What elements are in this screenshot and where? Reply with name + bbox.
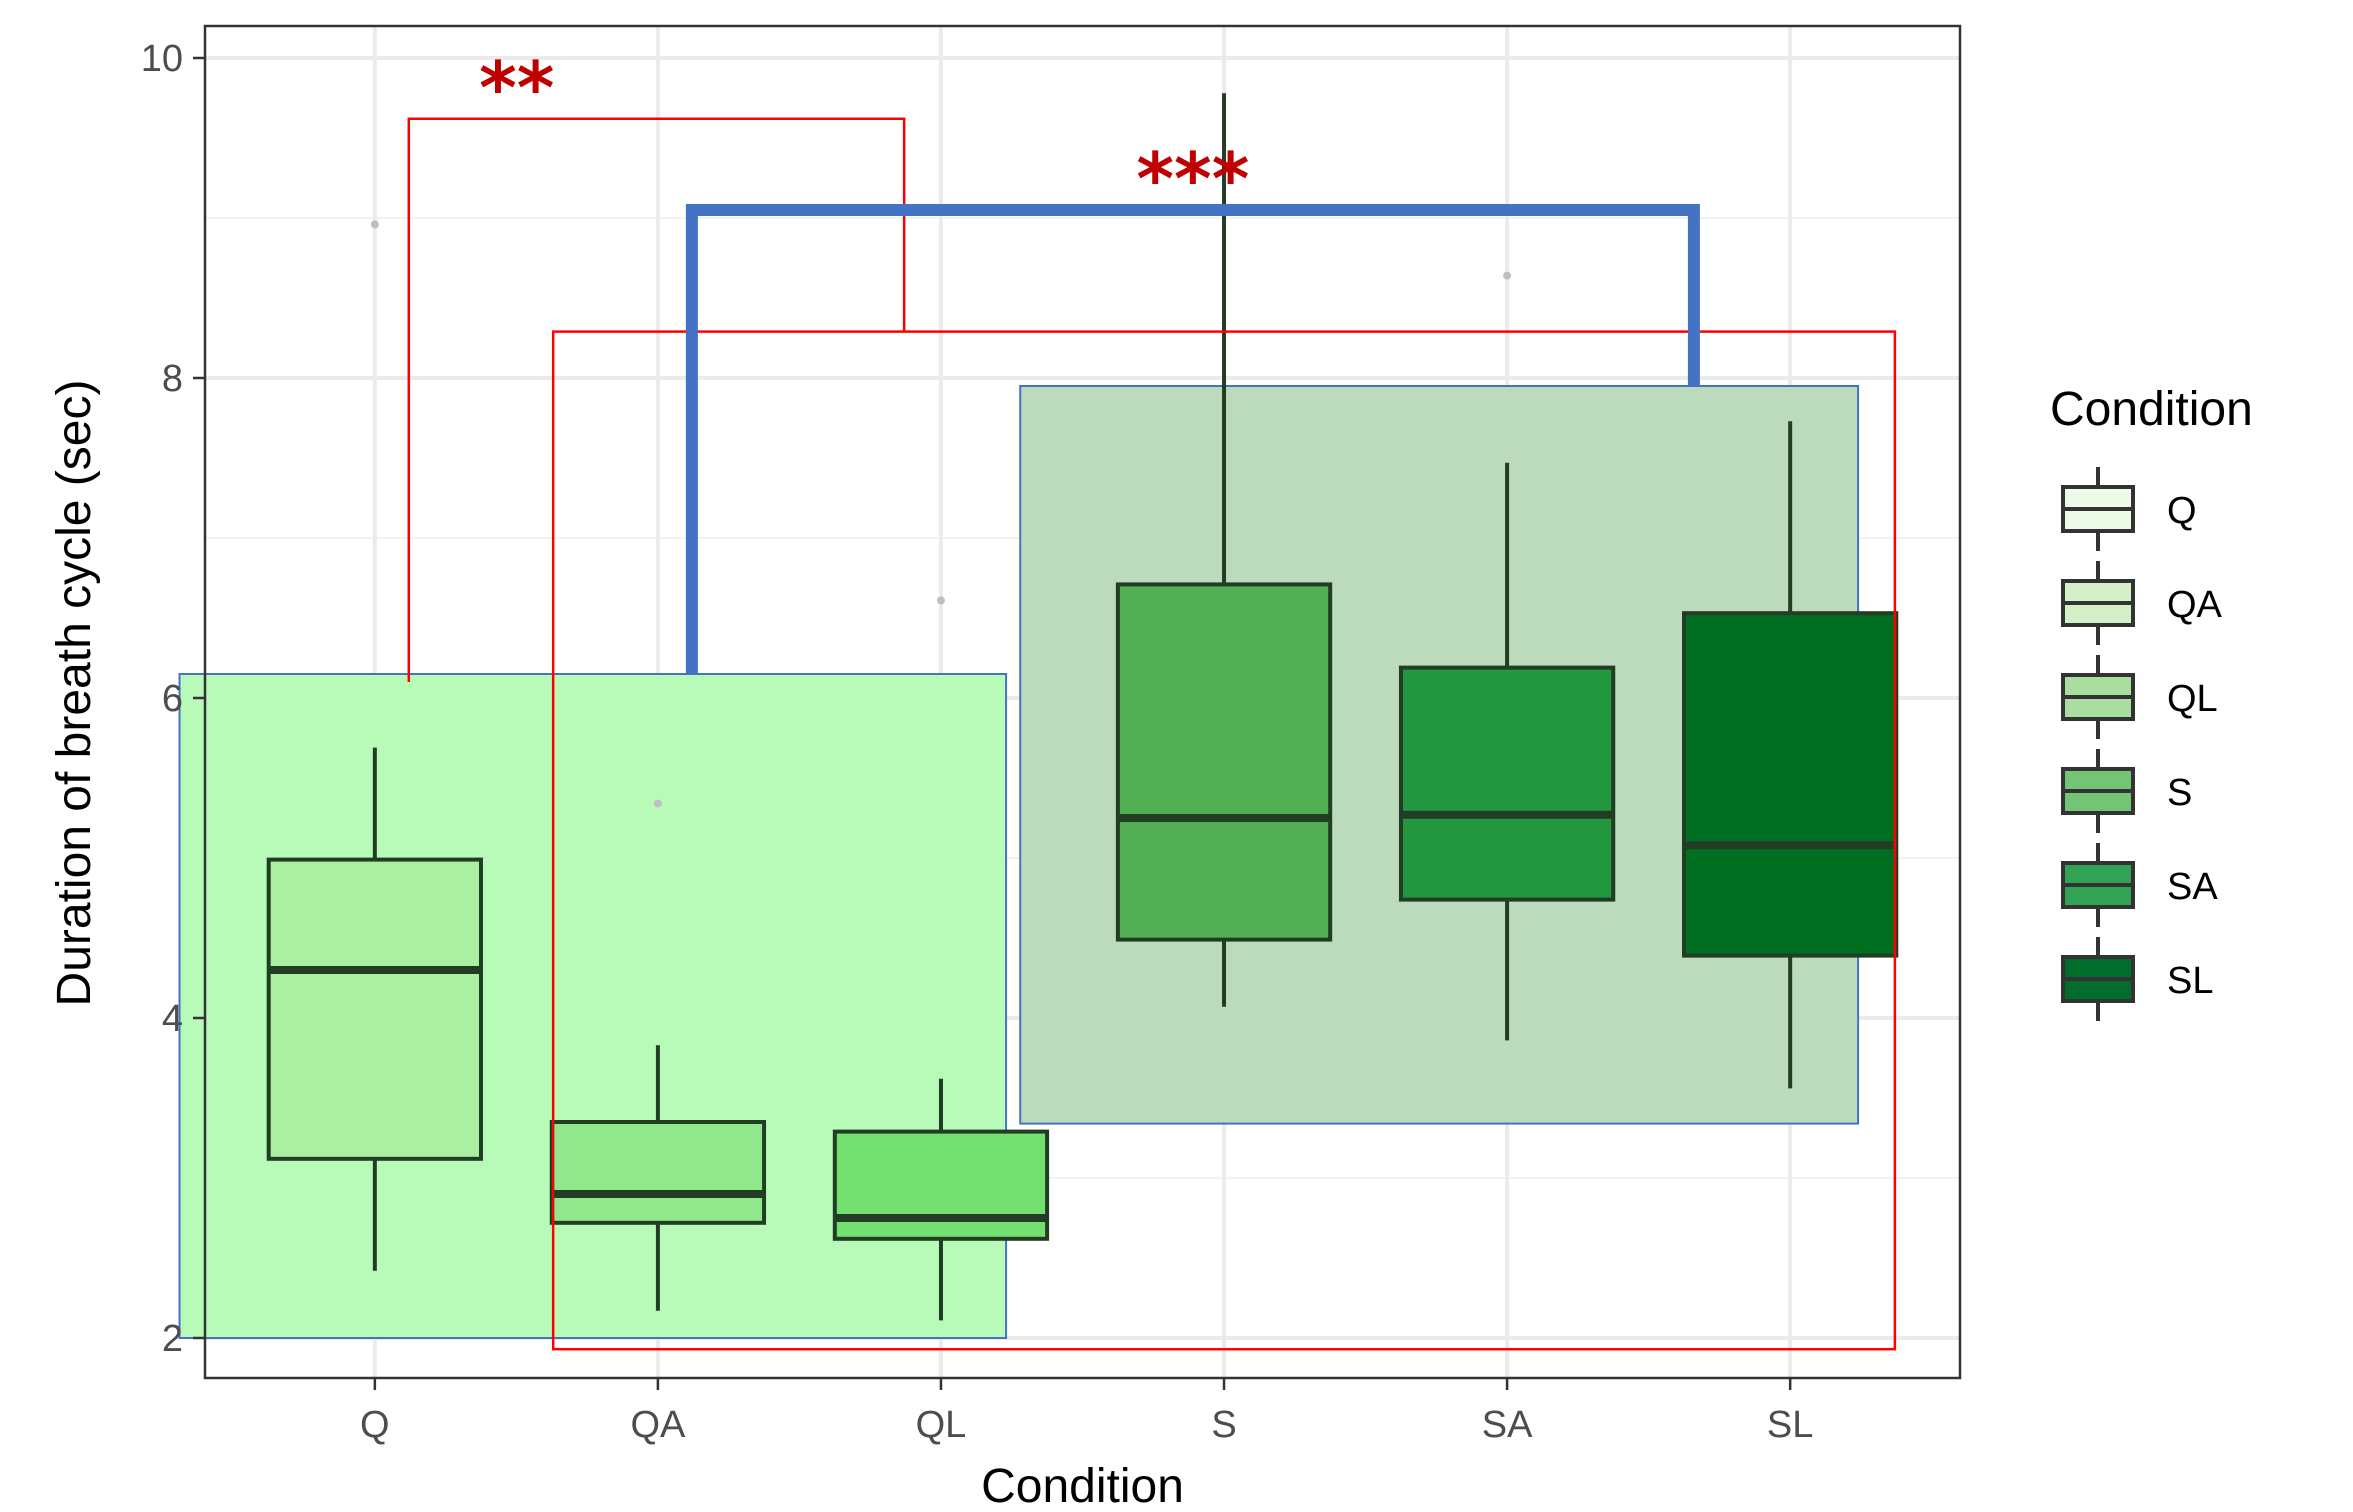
box-S	[1115, 93, 1333, 1007]
legend-item-SA: SA	[2061, 843, 2218, 927]
legend-item-Q: Q	[2061, 467, 2197, 551]
legend-label: Q	[2167, 490, 2197, 532]
legend-item-SL: SL	[2061, 937, 2213, 1021]
box-body	[266, 857, 483, 1161]
x-tick-label: SA	[1482, 1404, 1533, 1446]
box-SA	[1398, 271, 1616, 1041]
legend-item-QL: QL	[2061, 655, 2218, 739]
x-tick-label: S	[1211, 1404, 1236, 1446]
x-tick-label: QL	[916, 1404, 967, 1446]
box-SL	[1682, 421, 1899, 1089]
x-tick-label: QA	[630, 1404, 686, 1446]
legend-label: SL	[2167, 960, 2213, 1002]
y-tick-label: 8	[162, 358, 183, 400]
region-red-group	[551, 330, 1897, 1351]
y-tick-label: 2	[162, 1318, 183, 1360]
legend-label: S	[2167, 772, 2192, 814]
axes: 2 4 6 8 10 Q QA QL S SA SL Condition Duration of bre…	[48, 24, 1962, 1512]
legend-item-S: S	[2061, 749, 2192, 833]
x-axis-title: Condition	[981, 1460, 1184, 1512]
legend-label: QL	[2167, 678, 2218, 720]
outlier-point	[1503, 271, 1512, 280]
y-tick-label: 4	[162, 998, 183, 1040]
bracket-blue	[685, 204, 1700, 674]
box-body	[1398, 665, 1616, 902]
legend-label: QA	[2167, 584, 2223, 626]
legend-label: SA	[2167, 866, 2218, 908]
x-tick-label: SL	[1767, 1404, 1813, 1446]
y-tick-label: 6	[162, 678, 183, 720]
x-tick-label: Q	[360, 1404, 390, 1446]
box-body	[1115, 582, 1333, 942]
box-body	[549, 1120, 767, 1225]
bracket-red-significance-label: **	[479, 46, 554, 130]
box-Q	[266, 220, 483, 1271]
outlier-point	[653, 799, 662, 808]
y-axis-title: Duration of breath cycle (sec)	[48, 380, 101, 1007]
bracket-blue-significance-label: ***	[1136, 137, 1249, 221]
panel-border	[203, 24, 1962, 1380]
outlier-point	[370, 220, 379, 229]
legend-item-QA: QA	[2061, 561, 2223, 645]
legend-title: Condition	[2050, 383, 2253, 436]
box-body	[1682, 611, 1899, 958]
box-QA	[549, 799, 767, 1311]
legend: Condition Q QA QL S SA SL	[2050, 383, 2253, 1021]
boxplots	[266, 93, 1899, 1321]
box-body	[832, 1129, 1050, 1241]
y-tick-label: 10	[141, 38, 183, 80]
box-QL	[832, 596, 1050, 1321]
significance-brackets: *****	[407, 46, 1897, 1351]
outlier-point	[936, 596, 945, 605]
bracket-red	[407, 117, 906, 682]
